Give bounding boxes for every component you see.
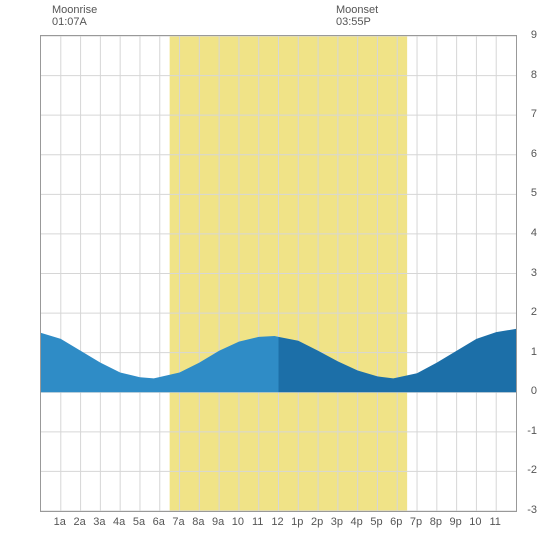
x-tick-label: 7p <box>410 516 422 528</box>
moonrise-label: Moonrise <box>52 4 97 16</box>
y-tick-label: 6 <box>531 148 537 160</box>
y-tick-label: -1 <box>527 425 537 437</box>
y-tick-label: 4 <box>531 227 537 239</box>
y-tick-label: 1 <box>531 346 537 358</box>
moonset-block: Moonset 03:55P <box>336 4 378 28</box>
x-tick-label: 11 <box>489 516 500 528</box>
moonrise-block: Moonrise 01:07A <box>52 4 97 28</box>
x-tick-label: 8a <box>192 516 204 528</box>
x-tick-label: 11 <box>252 516 263 528</box>
x-tick-label: 6a <box>153 516 165 528</box>
x-tick-label: 3p <box>331 516 343 528</box>
x-tick-label: 9p <box>450 516 462 528</box>
x-tick-label: 3a <box>93 516 105 528</box>
y-tick-label: 8 <box>531 69 537 81</box>
y-tick-label: 7 <box>531 108 537 120</box>
moon-times-header: Moonrise 01:07A Moonset 03:55P <box>0 4 550 34</box>
x-tick-label: 1a <box>54 516 66 528</box>
y-tick-label: -3 <box>527 504 537 516</box>
y-tick-label: 9 <box>531 29 537 41</box>
y-tick-label: 3 <box>531 267 537 279</box>
x-tick-label: 10 <box>469 516 481 528</box>
x-tick-label: 2p <box>311 516 323 528</box>
tide-chart-container: Moonrise 01:07A Moonset 03:55P -3-2-1012… <box>0 0 550 550</box>
y-tick-label: 2 <box>531 306 537 318</box>
x-tick-label: 12 <box>271 516 283 528</box>
y-tick-label: 5 <box>531 187 537 199</box>
x-tick-label: 10 <box>232 516 244 528</box>
y-tick-label: -2 <box>527 464 537 476</box>
x-tick-label: 7a <box>172 516 184 528</box>
x-tick-label: 5a <box>133 516 145 528</box>
moonrise-time: 01:07A <box>52 16 97 28</box>
x-tick-label: 4a <box>113 516 125 528</box>
chart-plot-area <box>40 35 517 512</box>
x-tick-label: 8p <box>430 516 442 528</box>
moonset-label: Moonset <box>336 4 378 16</box>
x-tick-label: 5p <box>370 516 382 528</box>
x-tick-label: 1p <box>291 516 303 528</box>
chart-svg <box>41 36 516 511</box>
x-tick-label: 9a <box>212 516 224 528</box>
x-tick-label: 4p <box>351 516 363 528</box>
y-tick-label: 0 <box>531 385 537 397</box>
moonset-time: 03:55P <box>336 16 378 28</box>
x-tick-label: 6p <box>390 516 402 528</box>
x-tick-label: 2a <box>73 516 85 528</box>
